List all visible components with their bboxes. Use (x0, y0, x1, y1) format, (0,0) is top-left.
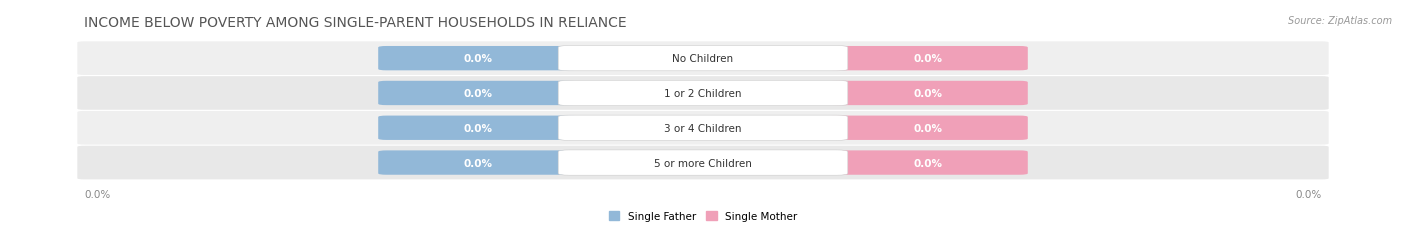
FancyBboxPatch shape (77, 42, 1329, 76)
FancyBboxPatch shape (558, 116, 848, 141)
Text: Source: ZipAtlas.com: Source: ZipAtlas.com (1288, 16, 1392, 26)
Text: 0.0%: 0.0% (914, 88, 942, 99)
Text: 3 or 4 Children: 3 or 4 Children (664, 123, 742, 133)
Text: 0.0%: 0.0% (464, 88, 492, 99)
FancyBboxPatch shape (828, 116, 1028, 140)
Text: 0.0%: 0.0% (84, 189, 111, 199)
Text: 0.0%: 0.0% (464, 158, 492, 168)
FancyBboxPatch shape (828, 47, 1028, 71)
Text: 0.0%: 0.0% (1295, 189, 1322, 199)
Text: 0.0%: 0.0% (464, 123, 492, 133)
FancyBboxPatch shape (378, 82, 578, 106)
Text: 0.0%: 0.0% (914, 123, 942, 133)
Text: 5 or more Children: 5 or more Children (654, 158, 752, 168)
FancyBboxPatch shape (828, 82, 1028, 106)
Text: 0.0%: 0.0% (464, 54, 492, 64)
FancyBboxPatch shape (558, 81, 848, 106)
Legend: Single Father, Single Mother: Single Father, Single Mother (609, 211, 797, 221)
FancyBboxPatch shape (378, 116, 578, 140)
Text: INCOME BELOW POVERTY AMONG SINGLE-PARENT HOUSEHOLDS IN RELIANCE: INCOME BELOW POVERTY AMONG SINGLE-PARENT… (84, 16, 627, 30)
FancyBboxPatch shape (77, 146, 1329, 180)
FancyBboxPatch shape (558, 46, 848, 72)
FancyBboxPatch shape (77, 111, 1329, 145)
Text: 0.0%: 0.0% (914, 54, 942, 64)
Text: 1 or 2 Children: 1 or 2 Children (664, 88, 742, 99)
FancyBboxPatch shape (378, 151, 578, 175)
FancyBboxPatch shape (558, 150, 848, 176)
FancyBboxPatch shape (77, 77, 1329, 110)
FancyBboxPatch shape (378, 47, 578, 71)
FancyBboxPatch shape (828, 151, 1028, 175)
Text: No Children: No Children (672, 54, 734, 64)
Text: 0.0%: 0.0% (914, 158, 942, 168)
